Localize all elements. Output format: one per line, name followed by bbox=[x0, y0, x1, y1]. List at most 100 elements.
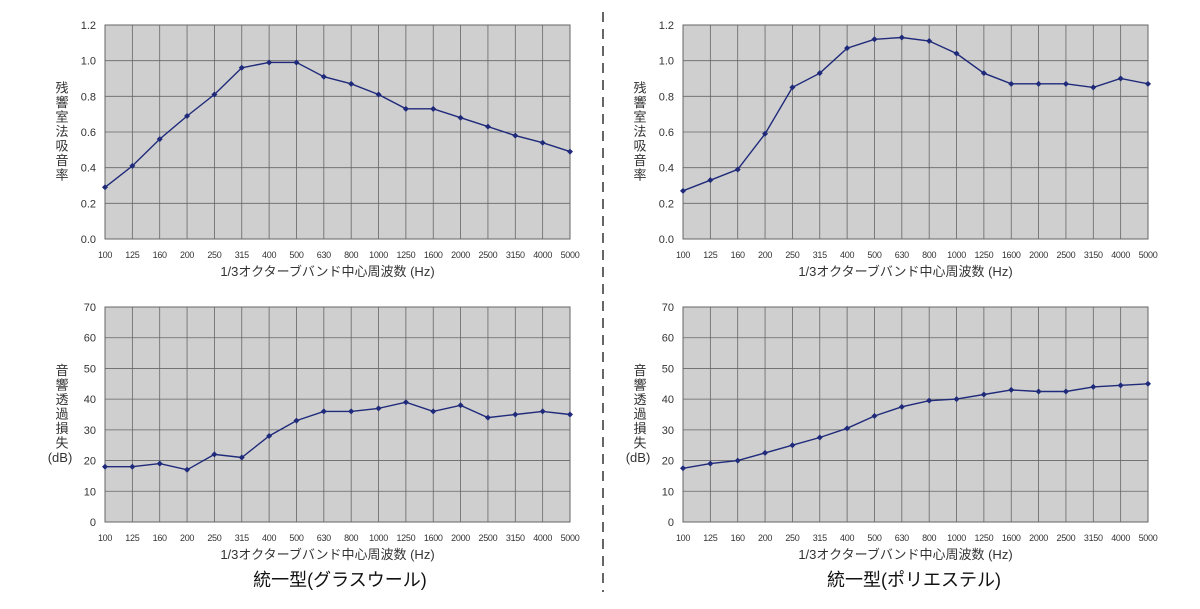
data-point bbox=[789, 84, 796, 91]
y-axis-label-char: 響 bbox=[633, 95, 646, 110]
y-tick-label: 0.0 bbox=[81, 234, 96, 246]
y-axis-label-char: 失 bbox=[55, 436, 68, 451]
x-tick-label: 125 bbox=[703, 250, 717, 260]
data-point bbox=[430, 105, 437, 112]
x-tick-label: 250 bbox=[785, 250, 799, 260]
y-axis-label-char: 法 bbox=[633, 124, 646, 139]
y-axis-label-char: 響 bbox=[633, 378, 646, 393]
data-point bbox=[980, 70, 987, 77]
y-axis-label-char: 吸 bbox=[55, 139, 68, 154]
data-point bbox=[871, 36, 878, 43]
data-point bbox=[484, 414, 491, 421]
x-tick-label: 3150 bbox=[506, 250, 525, 260]
y-axis-label-char: 損 bbox=[633, 421, 646, 436]
y-tick-label: 20 bbox=[84, 456, 96, 468]
x-tick-label: 500 bbox=[289, 533, 303, 543]
x-tick-label: 125 bbox=[703, 533, 717, 543]
y-axis-label-char: 残 bbox=[633, 81, 646, 96]
data-point bbox=[567, 411, 573, 418]
data-point bbox=[871, 413, 878, 420]
y-tick-label: 1.2 bbox=[81, 20, 96, 32]
y-tick-label: 30 bbox=[662, 425, 674, 437]
data-point bbox=[484, 123, 491, 130]
data-point bbox=[129, 162, 136, 169]
x-tick-label: 500 bbox=[867, 533, 881, 543]
x-axis-label: 1/3オクターブバンド中心周波数 (Hz) bbox=[798, 547, 1012, 562]
x-tick-label: 800 bbox=[922, 533, 936, 543]
y-axis-label-char: 音 bbox=[633, 363, 646, 378]
x-tick-label: 800 bbox=[922, 250, 936, 260]
x-tick-label: 400 bbox=[840, 533, 854, 543]
x-tick-label: 2000 bbox=[451, 533, 470, 543]
data-point bbox=[898, 34, 905, 41]
data-point bbox=[816, 434, 823, 441]
y-tick-label: 1.0 bbox=[659, 56, 674, 68]
data-point bbox=[1062, 80, 1069, 87]
series-line bbox=[104, 61, 571, 188]
y-axis-label-char: 音 bbox=[633, 153, 646, 168]
x-tick-label: 1250 bbox=[396, 250, 415, 260]
x-tick-label: 315 bbox=[235, 533, 249, 543]
data-point bbox=[1090, 84, 1097, 91]
x-tick-label: 5000 bbox=[561, 250, 580, 260]
plot-area bbox=[104, 306, 571, 523]
data-point bbox=[1117, 75, 1124, 82]
data-point bbox=[734, 457, 741, 464]
x-tick-label: 200 bbox=[758, 250, 772, 260]
series-line bbox=[105, 401, 571, 471]
y-tick-label: 10 bbox=[662, 486, 674, 498]
x-tick-label: 400 bbox=[840, 250, 854, 260]
y-axis-label-char: 損 bbox=[55, 421, 68, 436]
x-tick-label: 125 bbox=[125, 250, 139, 260]
data-point bbox=[1008, 386, 1015, 393]
y-tick-label: 10 bbox=[84, 486, 96, 498]
x-tick-label: 630 bbox=[895, 250, 909, 260]
data-point bbox=[1090, 383, 1097, 390]
data-point bbox=[816, 70, 823, 77]
data-point bbox=[266, 433, 273, 439]
x-tick-label: 4000 bbox=[533, 250, 552, 260]
y-tick-label: 0.6 bbox=[659, 127, 674, 139]
data-point bbox=[1035, 80, 1042, 87]
data-point bbox=[1035, 388, 1042, 395]
x-tick-label: 200 bbox=[758, 533, 772, 543]
x-tick-label: 315 bbox=[235, 250, 249, 260]
data-point bbox=[238, 454, 245, 461]
data-point bbox=[184, 466, 191, 473]
y-axis-label-char: 透 bbox=[55, 392, 68, 407]
y-tick-label: 70 bbox=[84, 302, 96, 314]
data-point bbox=[1145, 380, 1151, 387]
data-point bbox=[926, 397, 933, 404]
x-tick-label: 800 bbox=[344, 250, 358, 260]
y-axis-label-char: 率 bbox=[55, 168, 68, 183]
data-point bbox=[680, 465, 686, 472]
series-line bbox=[682, 383, 1149, 469]
x-tick-label: 800 bbox=[344, 533, 358, 543]
data-point bbox=[375, 91, 382, 98]
x-tick-label: 1600 bbox=[1002, 533, 1021, 543]
data-point bbox=[953, 50, 960, 57]
x-tick-label: 2500 bbox=[479, 250, 498, 260]
x-tick-label: 200 bbox=[180, 250, 194, 260]
x-tick-label: 160 bbox=[731, 533, 745, 543]
plot-area bbox=[682, 306, 1149, 523]
x-tick-label: 500 bbox=[867, 250, 881, 260]
x-tick-label: 1250 bbox=[974, 250, 993, 260]
data-point bbox=[789, 442, 796, 449]
y-tick-label: 1.0 bbox=[81, 56, 96, 68]
data-point bbox=[211, 451, 218, 458]
x-tick-label: 400 bbox=[262, 250, 276, 260]
x-tick-label: 1600 bbox=[424, 533, 443, 543]
data-point bbox=[762, 130, 769, 137]
data-point bbox=[734, 166, 741, 173]
x-tick-label: 3150 bbox=[1084, 533, 1103, 543]
data-point bbox=[238, 64, 245, 71]
data-point bbox=[156, 460, 163, 467]
y-axis-label-char: 残 bbox=[55, 81, 68, 96]
x-tick-label: 250 bbox=[785, 533, 799, 543]
x-tick-label: 125 bbox=[125, 533, 139, 543]
data-point bbox=[457, 114, 464, 121]
x-tick-label: 250 bbox=[207, 250, 221, 260]
data-point bbox=[266, 59, 273, 66]
